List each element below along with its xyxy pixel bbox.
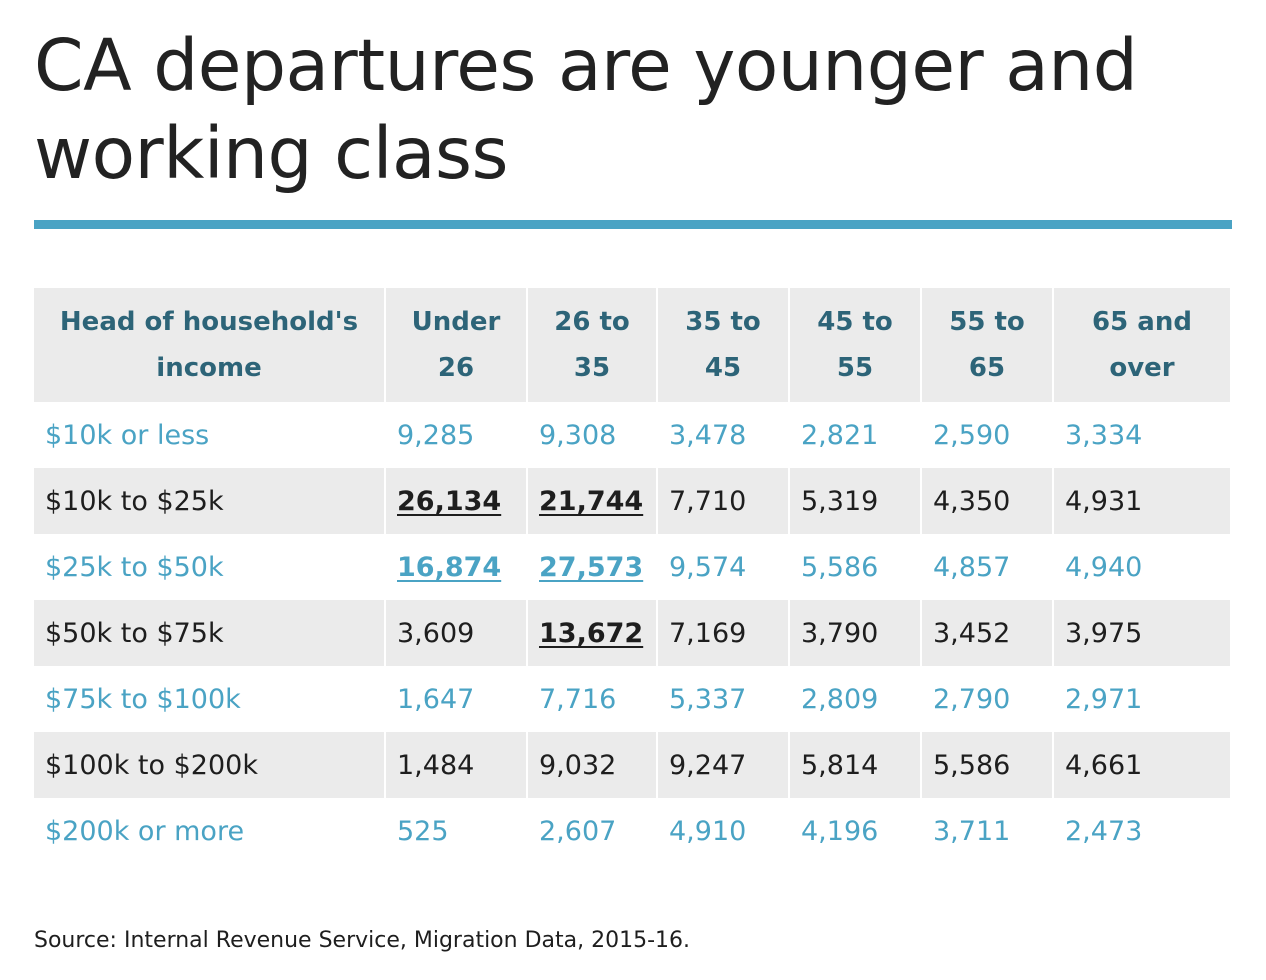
data-cell: 1,484 — [386, 732, 528, 798]
data-cell: 9,285 — [386, 402, 528, 468]
data-cell: 9,308 — [528, 402, 658, 468]
table-row: $75k to $100k 1,647 7,716 5,337 2,809 2,790 2,… — [34, 666, 1230, 732]
table-body: $10k or less 9,285 9,308 3,478 2,821 2,590 3,3… — [34, 402, 1230, 864]
table-row: $25k to $50k 16,874 27,573 9,574 5,586 4,857 4… — [34, 534, 1230, 600]
row-label-income: $10k to $25k — [34, 468, 386, 534]
departures-table: Head of household's income Under 26 26 to … — [34, 288, 1230, 864]
row-label-income: $75k to $100k — [34, 666, 386, 732]
column-header-age: Under 26 — [386, 288, 528, 402]
column-header-age: 26 to 35 — [528, 288, 658, 402]
data-cell: 4,661 — [1054, 732, 1230, 798]
table-row: $10k or less 9,285 9,308 3,478 2,821 2,590 3,3… — [34, 402, 1230, 468]
source-note: Source: Internal Revenue Service, Migrat… — [34, 928, 690, 953]
data-cell: 7,710 — [658, 468, 790, 534]
column-header-age: 45 to 55 — [790, 288, 922, 402]
column-header-age: 35 to 45 — [658, 288, 790, 402]
column-header-age: 65 and over — [1054, 288, 1230, 402]
data-cell: 2,809 — [790, 666, 922, 732]
data-cell: 4,931 — [1054, 468, 1230, 534]
data-cell: 3,478 — [658, 402, 790, 468]
row-label-income: $100k to $200k — [34, 732, 386, 798]
chart-title: CA departures are younger and working cl… — [34, 24, 1138, 195]
table-row: $10k to $25k 26,134 21,744 7,710 5,319 4,350 4… — [34, 468, 1230, 534]
source-label: Source: — [34, 928, 117, 953]
table-row: $100k to $200k 1,484 9,032 9,247 5,814 5,586 4… — [34, 732, 1230, 798]
data-cell: 5,814 — [790, 732, 922, 798]
data-cell: 4,350 — [922, 468, 1054, 534]
column-header-age: 55 to 65 — [922, 288, 1054, 402]
data-cell: 21,744 — [528, 468, 658, 534]
row-label-income: $25k to $50k — [34, 534, 386, 600]
data-cell: 3,609 — [386, 600, 528, 666]
data-cell: 525 — [386, 798, 528, 864]
source-text: Internal Revenue Service, Migration Data… — [123, 928, 691, 953]
data-cell: 4,910 — [658, 798, 790, 864]
data-cell: 7,169 — [658, 600, 790, 666]
data-cell: 2,473 — [1054, 798, 1230, 864]
data-cell: 5,586 — [790, 534, 922, 600]
data-cell: 1,647 — [386, 666, 528, 732]
data-cell: 2,821 — [790, 402, 922, 468]
data-cell: 3,334 — [1054, 402, 1230, 468]
data-cell: 5,319 — [790, 468, 922, 534]
table-row: $200k or more 525 2,607 4,910 4,196 3,711 2,47… — [34, 798, 1230, 864]
data-cell: 7,716 — [528, 666, 658, 732]
data-cell: 9,574 — [658, 534, 790, 600]
data-cell: 3,711 — [922, 798, 1054, 864]
title-divider — [34, 220, 1232, 229]
data-cell: 9,247 — [658, 732, 790, 798]
data-cell: 3,452 — [922, 600, 1054, 666]
data-cell: 5,586 — [922, 732, 1054, 798]
data-cell: 27,573 — [528, 534, 658, 600]
header-row: Head of household's income Under 26 26 to … — [34, 288, 1230, 402]
data-cell: 2,590 — [922, 402, 1054, 468]
data-cell: 9,032 — [528, 732, 658, 798]
data-cell: 16,874 — [386, 534, 528, 600]
row-label-income: $10k or less — [34, 402, 386, 468]
column-header-income: Head of household's income — [34, 288, 386, 402]
data-cell: 3,790 — [790, 600, 922, 666]
data-cell: 4,940 — [1054, 534, 1230, 600]
data-cell: 3,975 — [1054, 600, 1230, 666]
data-cell: 26,134 — [386, 468, 528, 534]
data-cell: 4,857 — [922, 534, 1054, 600]
table-header: Head of household's income Under 26 26 to … — [34, 288, 1230, 402]
data-cell: 4,196 — [790, 798, 922, 864]
data-cell: 2,971 — [1054, 666, 1230, 732]
data-cell: 5,337 — [658, 666, 790, 732]
data-cell: 13,672 — [528, 600, 658, 666]
row-label-income: $50k to $75k — [34, 600, 386, 666]
table-row: $50k to $75k 3,609 13,672 7,169 3,790 3,452 3,… — [34, 600, 1230, 666]
row-label-income: $200k or more — [34, 798, 386, 864]
data-cell: 2,790 — [922, 666, 1054, 732]
data-cell: 2,607 — [528, 798, 658, 864]
